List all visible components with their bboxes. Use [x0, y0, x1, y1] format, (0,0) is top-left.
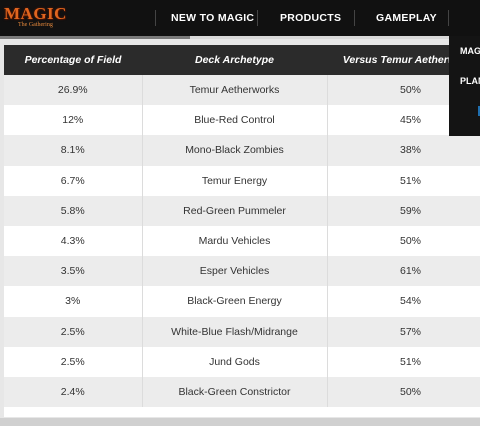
cell-percentage: 5.8%: [4, 195, 143, 226]
dropdown-item-magic[interactable]: MAG: [460, 46, 480, 56]
cell-versus: 59%: [327, 195, 480, 226]
nav-new-to-magic[interactable]: NEW TO MAGIC: [171, 12, 255, 24]
nav-divider: [448, 10, 449, 26]
cell-versus: 54%: [327, 286, 480, 317]
table-row: 12% Blue-Red Control 45%: [4, 105, 480, 136]
table-row: 5.8% Red-Green Pummeler 59%: [4, 195, 480, 226]
cell-versus: 51%: [327, 346, 480, 377]
table-header-row: Percentage of Field Deck Archetype Versu…: [4, 45, 480, 75]
table-row: 6.7% Temur Energy 51%: [4, 165, 480, 196]
dropdown-item-planeswalkers[interactable]: PLAN: [460, 76, 480, 86]
dropdown-accent: [478, 106, 480, 116]
nav-gameplay[interactable]: GAMEPLAY: [376, 12, 437, 24]
cell-versus: 51%: [327, 165, 480, 196]
cell-archetype: Mono-Black Zombies: [142, 135, 328, 166]
cell-archetype: Temur Energy: [142, 165, 328, 196]
nav-divider: [257, 10, 258, 26]
nav-underline: [0, 36, 190, 39]
cell-percentage: 6.7%: [4, 165, 143, 196]
nav-products[interactable]: PRODUCTS: [280, 12, 342, 24]
cell-versus: 57%: [327, 316, 480, 347]
cell-percentage: 2.4%: [4, 376, 143, 408]
table-row: 8.1% Mono-Black Zombies 38%: [4, 135, 480, 166]
cell-versus: 50%: [327, 225, 480, 257]
metagame-table: Percentage of Field Deck Archetype Versu…: [4, 45, 480, 408]
header-percentage-of-field: Percentage of Field: [4, 45, 142, 75]
cell-archetype: Red-Green Pummeler: [142, 195, 328, 226]
cell-percentage: 12%: [4, 105, 143, 136]
cell-percentage: 26.9%: [4, 75, 143, 106]
top-navigation-bar: MAGIC The Gathering NEW TO MAGIC PRODUCT…: [0, 0, 480, 36]
dropdown-menu: MAG PLAN: [449, 36, 480, 136]
table-row: 2.5% White-Blue Flash/Midrange 57%: [4, 316, 480, 347]
cell-percentage: 3.5%: [4, 256, 143, 287]
nav-divider: [354, 10, 355, 26]
cell-archetype: Black-Green Energy: [142, 286, 328, 317]
cell-versus: 61%: [327, 256, 480, 287]
cell-archetype: Blue-Red Control: [142, 105, 328, 136]
main-content: Percentage of Field Deck Archetype Versu…: [0, 39, 480, 426]
cell-archetype: Mardu Vehicles: [142, 225, 328, 257]
cell-percentage: 8.1%: [4, 135, 143, 166]
logo-wordmark: MAGIC: [4, 4, 67, 23]
cell-archetype: Jund Gods: [142, 346, 328, 377]
cell-archetype: Esper Vehicles: [142, 256, 328, 287]
magic-logo[interactable]: MAGIC The Gathering: [4, 3, 74, 33]
cell-versus: 38%: [327, 135, 480, 166]
logo-subtitle: The Gathering: [18, 22, 53, 28]
cell-archetype: Temur Aetherworks: [142, 75, 328, 106]
table-row: 2.5% Jund Gods 51%: [4, 346, 480, 377]
page-bottom-edge: [0, 418, 480, 426]
table-row: 3.5% Esper Vehicles 61%: [4, 256, 480, 287]
cell-percentage: 2.5%: [4, 346, 143, 377]
cell-percentage: 2.5%: [4, 316, 143, 347]
table-row: 3% Black-Green Energy 54%: [4, 286, 480, 317]
cell-archetype: Black-Green Constrictor: [142, 376, 328, 408]
cell-versus: 50%: [327, 376, 480, 408]
cell-percentage: 4.3%: [4, 225, 143, 257]
nav-divider: [155, 10, 156, 26]
cell-percentage: 3%: [4, 286, 143, 317]
table-row: 4.3% Mardu Vehicles 50%: [4, 225, 480, 257]
header-deck-archetype: Deck Archetype: [142, 45, 327, 75]
table-row: 26.9% Temur Aetherworks 50%: [4, 75, 480, 106]
metagame-table-container: Percentage of Field Deck Archetype Versu…: [4, 45, 480, 417]
table-row: 2.4% Black-Green Constrictor 50%: [4, 376, 480, 408]
cell-archetype: White-Blue Flash/Midrange: [142, 316, 328, 347]
